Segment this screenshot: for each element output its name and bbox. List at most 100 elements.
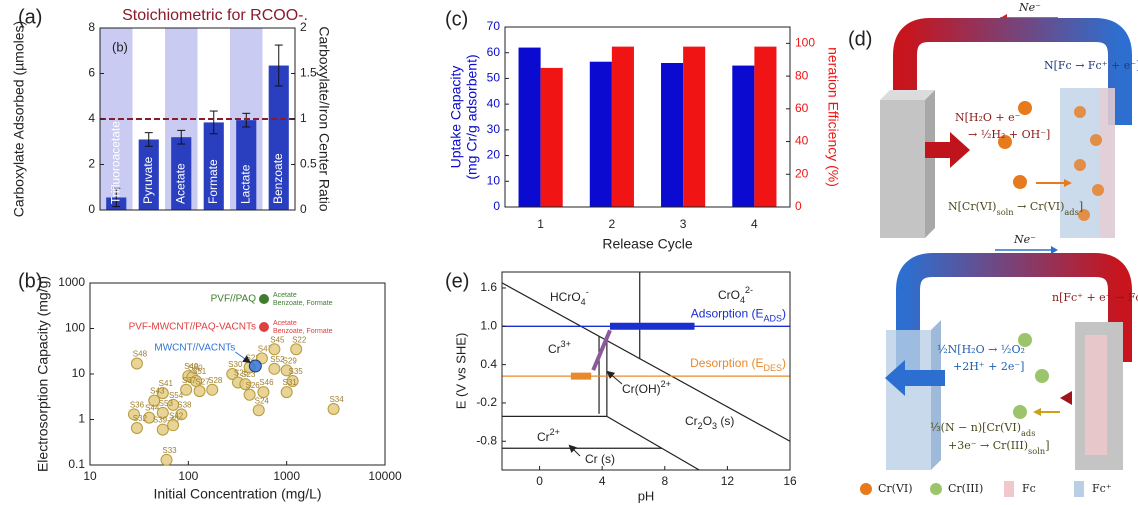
bar <box>203 122 224 210</box>
x-axis-label: Initial Concentration (mg/L) <box>153 486 321 502</box>
legend-label: PVF//PAQ <box>211 294 257 305</box>
y-tick-label: 0.5 <box>300 157 317 171</box>
legend-marker <box>930 483 942 495</box>
electrode <box>1085 335 1107 455</box>
point-label: S45 <box>270 335 285 344</box>
y2-axis-label: Carboxylate/Iron Center Ratio <box>316 26 332 211</box>
text-part: 2+ <box>661 379 671 389</box>
y-tick-label: -0.2 <box>476 395 497 409</box>
text-part: 4 <box>581 297 586 307</box>
legend-marker <box>259 294 269 304</box>
point-label: S29 <box>283 357 298 366</box>
text-part: → Cr(VI) <box>1014 200 1065 213</box>
boundary-line <box>501 282 791 442</box>
legend-label: PVF-MWCNT//PAQ-VACNTs <box>129 322 256 333</box>
x-tick-label: 3 <box>680 217 687 231</box>
cr6 <box>1018 101 1032 115</box>
y-tick-label: 60 <box>487 45 501 59</box>
point <box>130 422 143 435</box>
y-tick-label: 1.6 <box>480 280 497 294</box>
x-axis-label: pH <box>638 488 655 503</box>
arrow-head <box>1051 246 1058 254</box>
text-part: +3e⁻ → Cr(III) <box>948 439 1028 452</box>
y-axis-label: (mg Cr/g adsorbent) <box>464 54 480 179</box>
point <box>248 359 262 373</box>
y2-axis-label: neration Efficiency (%) <box>825 47 841 187</box>
bar <box>732 65 755 207</box>
panel-label: (d) <box>848 28 872 50</box>
y-tick-label: 40 <box>487 96 501 110</box>
point <box>127 408 140 421</box>
reference-label: Adsorption (EADS) <box>691 306 786 323</box>
point-label: S48 <box>133 350 148 359</box>
point <box>280 364 293 377</box>
y-tick-label: 100 <box>65 321 85 335</box>
point-label: S31 <box>283 378 298 387</box>
point <box>156 406 169 419</box>
arrow-head <box>1033 408 1041 416</box>
point-label: S23 <box>241 370 256 379</box>
y-tick-label: 20 <box>795 166 809 180</box>
point-label: S35 <box>289 367 304 376</box>
region-label: Cr(OH)2+ <box>622 379 671 396</box>
point <box>268 343 281 356</box>
text-part: 2- <box>745 285 753 295</box>
cr6 <box>1074 106 1086 118</box>
text-part: Cr <box>537 430 550 444</box>
point-label: S30 <box>228 360 243 369</box>
y-axis-label: Electrosorption Capacity (mg/g) <box>35 276 51 472</box>
chart-title: Stoichiometric for RCOO-. <box>122 7 308 24</box>
reaction: ⅓(N − n)[Cr(VI)ads <box>930 421 1035 438</box>
bar <box>589 61 612 207</box>
text-part: ) <box>782 356 786 370</box>
point-label: S28 <box>208 376 223 385</box>
y-tick-label: -0.8 <box>476 433 497 447</box>
arrow-head <box>1064 179 1072 187</box>
category-label: Trifluoroacetate <box>108 121 122 204</box>
electrode <box>931 320 941 470</box>
point-label: S51 <box>192 367 207 376</box>
arrow <box>925 132 970 168</box>
diagram: (d) Ne⁻ N[Fc → Fc⁺ + e⁻] N[H₂O + e⁻ → ½H… <box>848 1 1138 497</box>
legend-note: Acetate <box>273 320 297 327</box>
text-part: ) <box>782 306 786 320</box>
y-tick-label: 0 <box>88 202 95 216</box>
bar <box>518 47 541 208</box>
text-part: DES <box>763 363 782 373</box>
point-label: S53 <box>159 399 174 408</box>
text-part: O <box>703 414 712 428</box>
x-tick-label: 10000 <box>368 469 402 483</box>
text-part: 3+ <box>561 339 571 349</box>
point <box>280 386 293 399</box>
bar <box>661 63 684 207</box>
legend-label: Fc⁺ <box>1092 482 1112 495</box>
inset-label: (b) <box>112 39 128 54</box>
y-tick-label: 1 <box>300 111 307 125</box>
bar <box>268 65 289 210</box>
point <box>156 387 169 400</box>
point-label: S25 <box>234 369 249 378</box>
x-tick-label: 8 <box>661 474 668 488</box>
y-tick-label: 2 <box>300 20 307 34</box>
legend-note: Acetate <box>273 292 297 299</box>
electrode <box>880 100 925 238</box>
point-label: S50 <box>188 363 203 372</box>
arrow-head <box>1060 391 1072 405</box>
x-tick-label: 1 <box>537 217 544 231</box>
category-label: Lactate <box>238 164 252 204</box>
point <box>175 408 188 421</box>
x-tick-label: 2 <box>609 217 616 231</box>
x-tick-label: 12 <box>721 474 735 488</box>
y-tick-label: 4 <box>88 111 95 125</box>
reaction: n[Fc⁺ + e⁻ → Fc] <box>1052 291 1138 304</box>
reference-label: Desorption (EDES) <box>690 356 786 373</box>
cr6 <box>998 135 1012 149</box>
text-part: soln <box>1028 446 1046 456</box>
point-label: S37 <box>182 376 197 385</box>
region-label: Cr2O3 (s) <box>685 414 734 431</box>
electron-flow: Ne⁻ <box>1013 233 1036 246</box>
y-tick-label: 8 <box>88 20 95 34</box>
reaction: +2H⁺ + 2e⁻] <box>953 360 1024 373</box>
